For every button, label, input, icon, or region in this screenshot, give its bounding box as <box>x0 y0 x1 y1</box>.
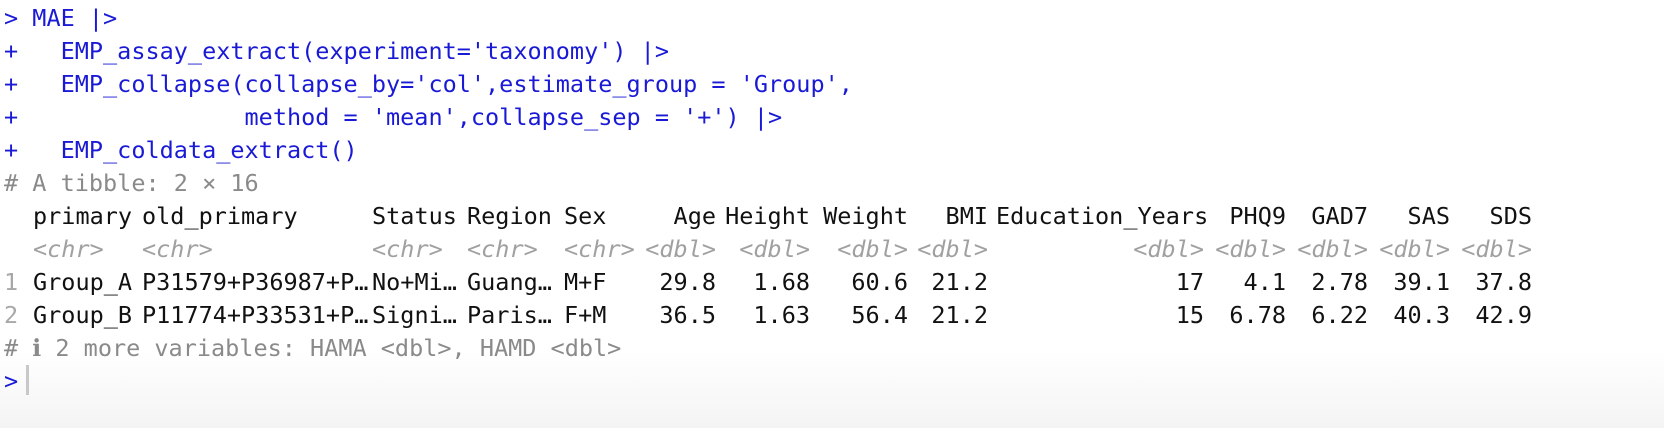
more-variables-note: # ℹ 2 more variables: HAMA <dbl>, HAMD <… <box>4 334 622 362</box>
column-type: <chr> <box>372 235 443 263</box>
column-type: <dbl> <box>1379 235 1450 263</box>
table-cell: 6.78 <box>1229 301 1286 329</box>
table-cell: 36.5 <box>659 301 716 329</box>
column-header: primary <box>33 202 133 230</box>
table-cell: 4.1 <box>1243 268 1286 296</box>
column-type: <chr> <box>33 235 104 263</box>
code-line-3: + EMP_collapse(collapse_by='col',estimat… <box>4 70 853 98</box>
prompt-symbol: > <box>4 367 19 395</box>
table-cell: 2.78 <box>1311 268 1368 296</box>
code-line-5: + EMP_coldata_extract() <box>4 136 358 164</box>
table-cell: 39.1 <box>1393 268 1450 296</box>
column-type: <dbl> <box>1297 235 1368 263</box>
table-cell: 56.4 <box>851 301 908 329</box>
column-header: PHQ9 <box>1229 202 1286 230</box>
table-cell: No+Mi… <box>372 268 457 296</box>
column-type: <dbl> <box>917 235 988 263</box>
table-cell: 17 <box>1175 268 1204 296</box>
column-header: Status <box>372 202 457 230</box>
table-cell: 21.2 <box>931 301 988 329</box>
table-row: 2 Group_B P11774+P33531+P… Signi… Paris… F+M 3… <box>4 299 1664 332</box>
table-cell: 1.68 <box>753 268 810 296</box>
column-header: SDS <box>1489 202 1532 230</box>
table-cell: 6.22 <box>1311 301 1368 329</box>
table-cell: P31579+P36987+P… <box>142 268 369 296</box>
column-type: <dbl> <box>739 235 810 263</box>
table-cell: P11774+P33531+P… <box>142 301 369 329</box>
column-type: <dbl> <box>645 235 716 263</box>
column-header: Region <box>467 202 552 230</box>
row-index: 1 <box>4 268 19 296</box>
code-line-1: > MAE |> <box>4 4 118 32</box>
code-line-4: + method = 'mean',collapse_sep = '+') |> <box>4 103 783 131</box>
column-type: <dbl> <box>1133 235 1204 263</box>
column-header: SAS <box>1407 202 1450 230</box>
table-cell: 1.63 <box>753 301 810 329</box>
table-cell: M+F <box>564 268 607 296</box>
column-header: Height <box>725 202 810 230</box>
table-cell: Group_B <box>33 301 133 329</box>
column-header: BMI <box>945 202 988 230</box>
column-type: <chr> <box>467 235 538 263</box>
column-header-row: primary old_primary Status Region Sex Age Heig… <box>4 200 1664 233</box>
code-line-2: + EMP_assay_extract(experiment='taxonomy… <box>4 37 669 65</box>
table-cell: 15 <box>1175 301 1204 329</box>
column-type: <dbl> <box>1461 235 1532 263</box>
column-type-row: <chr> <chr> <chr> <chr> <chr> <dbl> <dbl> <dbl>… <box>4 233 1664 266</box>
text-cursor <box>26 365 30 395</box>
column-header: GAD7 <box>1311 202 1368 230</box>
tibble-header: # A tibble: 2 × 16 <box>4 169 259 197</box>
table-cell: 42.9 <box>1475 301 1532 329</box>
table-cell: Group_A <box>33 268 133 296</box>
table-row: 1 Group_A P31579+P36987+P… No+Mi… Guang… M+F 2… <box>4 266 1664 299</box>
column-header: Age <box>673 202 716 230</box>
table-cell: 60.6 <box>851 268 908 296</box>
column-type: <dbl> <box>1215 235 1286 263</box>
column-header: Weight <box>823 202 908 230</box>
table-cell: 21.2 <box>931 268 988 296</box>
table-cell: Signi… <box>372 301 457 329</box>
row-index: 2 <box>4 301 19 329</box>
input-prompt-line[interactable]: > <box>4 365 1664 398</box>
table-cell: Guang… <box>467 268 552 296</box>
table-cell: F+M <box>564 301 607 329</box>
table-cell: 40.3 <box>1393 301 1450 329</box>
column-header: Sex <box>564 202 607 230</box>
table-cell: 29.8 <box>659 268 716 296</box>
column-header: old_primary <box>142 202 298 230</box>
column-type: <dbl> <box>837 235 908 263</box>
column-header: Education_Years <box>996 202 1209 230</box>
column-type: <chr> <box>142 235 213 263</box>
tibble-output: primary old_primary Status Region Sex Age Heig… <box>4 200 1664 332</box>
column-type: <chr> <box>564 235 635 263</box>
table-cell: Paris… <box>467 301 552 329</box>
table-cell: 37.8 <box>1475 268 1532 296</box>
